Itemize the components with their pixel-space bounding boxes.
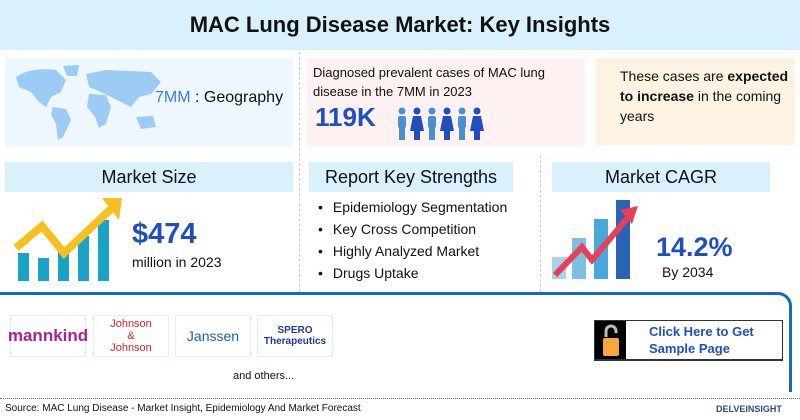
trend-text-end: in the coming years: [620, 88, 782, 124]
strengths-title: Report Key Strengths: [324, 166, 498, 187]
source-text: Source: MAC Lung Disease - Market Insigh…: [5, 403, 361, 414]
cagr-header: Market CAGR: [552, 162, 770, 192]
sample-page-button[interactable]: Click Here to Get Sample Page: [594, 320, 783, 361]
strength-item: Drugs Uptake: [318, 262, 507, 284]
strengths-list: Epidemiology Segmentation Key Cross Comp…: [318, 196, 507, 284]
logo-janssen: Janssen: [175, 315, 251, 357]
market-size-value: $474: [132, 218, 197, 250]
geography-box: 7MM : Geography: [5, 58, 293, 147]
logo-johnson: Johnson & Johnson: [93, 315, 169, 357]
cta-label: Click Here to Get Sample Page: [649, 324, 754, 356]
growth-chart-icon: [14, 198, 122, 281]
market-size-header: Market Size: [5, 162, 293, 192]
strength-item: Epidemiology Segmentation: [318, 196, 507, 218]
geography-text: 7MM : Geography: [155, 88, 283, 107]
market-size-title: Market Size: [101, 166, 197, 187]
trend-text: These cases are: [620, 68, 728, 84]
divider: [299, 52, 300, 292]
cagr-sub: By 2034: [662, 264, 714, 280]
divider: [540, 155, 541, 292]
people-icon: [398, 107, 484, 140]
trend-box: These cases are expected to increase in …: [596, 58, 795, 145]
page-title: MAC Lung Disease Market: Key Insights: [189, 12, 611, 37]
companies-panel: [0, 292, 792, 392]
logo-text: Janssen: [186, 328, 240, 344]
delveinsight-logo: DelveInsight: [716, 404, 782, 414]
unlock-icon: [595, 321, 626, 359]
title-band: MAC Lung Disease Market: Key Insights: [0, 0, 800, 50]
logo-mannkind: mannkind: [7, 315, 89, 357]
prevalence-box: Diagnosed prevalent cases of MAC lung di…: [307, 58, 585, 146]
strength-item: Highly Analyzed Market: [318, 240, 507, 262]
cagr-chart-icon: [552, 200, 638, 279]
cagr-title: Market CAGR: [604, 166, 718, 187]
market-size-sub: million in 2023: [132, 254, 222, 270]
logo-spero: SPERO Therapeutics: [257, 315, 333, 357]
geography-label: : Geography: [190, 89, 284, 106]
world-map-icon: [16, 65, 161, 140]
geography-value: 7MM: [155, 89, 191, 106]
strengths-header: Report Key Strengths: [309, 162, 513, 192]
logo-text: mannkind: [7, 326, 89, 345]
prevalence-value: 119K: [315, 102, 376, 132]
logo-text: SPERO Therapeutics: [263, 325, 327, 347]
others-text: and others...: [233, 370, 295, 382]
footer-divider: [0, 398, 800, 399]
prevalence-text: Diagnosed prevalent cases of MAC lung di…: [313, 65, 545, 99]
strength-item: Key Cross Competition: [318, 218, 507, 240]
cagr-value: 14.2%: [656, 232, 733, 262]
trend-bold: expected to increase: [620, 68, 789, 104]
logo-text: Johnson & Johnson: [110, 318, 152, 354]
